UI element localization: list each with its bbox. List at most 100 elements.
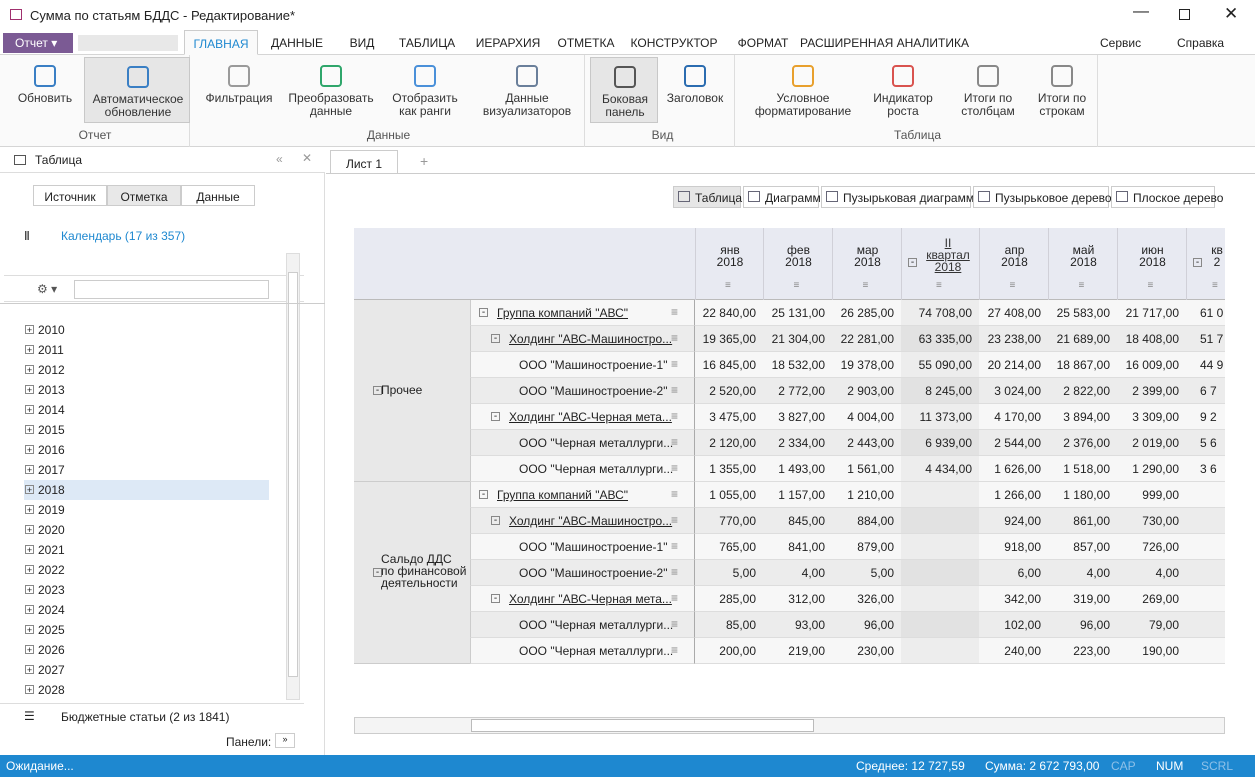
left-panel: ⚙ ▾ ☰ Бюджетные статьи (2 из 1841) Панел… bbox=[0, 173, 325, 755]
close-panel[interactable]: ✕ bbox=[302, 151, 313, 165]
settings-icon[interactable]: ⚙ ▾ bbox=[37, 282, 58, 296]
tree-item[interactable]: +2019 bbox=[24, 500, 269, 520]
sheet-tab[interactable]: Лист 1 bbox=[330, 150, 398, 174]
row-label[interactable]: ООО "Черная металлурги... bbox=[519, 644, 674, 658]
row-label[interactable]: Холдинг "АВС-Машиностро... bbox=[509, 514, 673, 528]
ribbon-button[interactable]: Заголовок bbox=[662, 57, 728, 123]
table-cell: 342,00 bbox=[979, 586, 1048, 612]
tree-item[interactable]: +2025 bbox=[24, 620, 269, 640]
report-menu[interactable]: Отчет ▾ bbox=[3, 33, 73, 53]
menu-tab[interactable]: КОНСТРУКТОР bbox=[630, 36, 718, 50]
table-cell: 861,00 bbox=[1048, 508, 1117, 534]
tree-item[interactable]: +2023 bbox=[24, 580, 269, 600]
table-cell: 4 434,00 bbox=[901, 456, 979, 482]
tree-item[interactable]: +2016 bbox=[24, 440, 269, 460]
scroll-thumb[interactable] bbox=[288, 272, 298, 677]
panel-tab[interactable]: Данные bbox=[181, 185, 255, 206]
menu-tab[interactable]: ФОРМАТ bbox=[737, 36, 789, 50]
ribbon-button[interactable]: Отобразить как ранги bbox=[388, 57, 462, 123]
year-label: 2022 bbox=[38, 563, 65, 577]
ribbon-button[interactable]: Фильтрация bbox=[198, 57, 280, 123]
row-label[interactable]: Группа компаний "АВС" bbox=[497, 488, 629, 502]
row-label[interactable]: Группа компаний "АВС" bbox=[497, 306, 629, 320]
menu-tab[interactable]: ОТМЕТКА bbox=[557, 36, 615, 50]
expand-icon: + bbox=[25, 325, 34, 335]
tree-item[interactable]: +2026 bbox=[24, 640, 269, 660]
dimension[interactable]: Календарь (17 из 357) bbox=[61, 229, 186, 243]
table-cell: 918,00 bbox=[979, 534, 1048, 560]
menu-tab[interactable]: ИЕРАРХИЯ bbox=[475, 36, 541, 50]
view-button[interactable]: Таблица bbox=[673, 186, 742, 208]
panel-tab[interactable]: Источник bbox=[33, 185, 107, 206]
dimension2[interactable]: Бюджетные статьи (2 из 1841) bbox=[61, 710, 230, 724]
table-cell: 726,00 bbox=[1117, 534, 1186, 560]
tree-item[interactable]: +2015 bbox=[24, 420, 269, 440]
ribbon-button[interactable]: Итоги по столбцам bbox=[947, 57, 1029, 123]
row-label[interactable]: ООО "Черная металлурги... bbox=[519, 618, 674, 632]
maximize[interactable] bbox=[1179, 9, 1190, 20]
table-cell: 79,00 bbox=[1117, 612, 1186, 638]
title-bar: Сумма по статьям БДДС - Редактирование* … bbox=[0, 0, 1255, 30]
view-icon bbox=[1116, 191, 1128, 202]
minimize[interactable]: — bbox=[1133, 3, 1149, 20]
row-label[interactable]: ООО "Машиностроение-2" bbox=[519, 566, 668, 580]
table-cell: 1 493,00 bbox=[763, 456, 832, 482]
tree-item[interactable]: +2011 bbox=[24, 340, 269, 360]
row-label[interactable]: ООО "Черная металлурги... bbox=[519, 436, 674, 450]
tree-item[interactable]: +2024 bbox=[24, 600, 269, 620]
tree-item[interactable]: +2018 bbox=[24, 480, 269, 500]
tree-item[interactable]: +2010 bbox=[24, 320, 269, 340]
ribbon-button[interactable]: Индикатор роста bbox=[867, 57, 939, 123]
view-button[interactable]: Пузырьковая диаграмма bbox=[821, 186, 981, 208]
ribbon-button[interactable]: Обновить bbox=[8, 57, 82, 123]
ribbon-button[interactable]: Автоматическое обновление bbox=[84, 57, 190, 123]
tree-item[interactable]: +2017 bbox=[24, 460, 269, 480]
right-menu-item[interactable]: Справка bbox=[1177, 36, 1225, 50]
h-scrollbar[interactable] bbox=[354, 717, 1225, 734]
menu-tab[interactable]: РАСШИРЕННАЯ АНАЛИТИКА bbox=[800, 36, 969, 50]
ribbon-button[interactable]: Боковая панель bbox=[590, 57, 658, 123]
ribbon-button[interactable]: Итоги по строкам bbox=[1029, 57, 1095, 123]
row-label[interactable]: Холдинг "АВС-Машиностро... bbox=[509, 332, 673, 346]
ribbon-button[interactable]: Преобразовать данные bbox=[286, 57, 376, 123]
row-label[interactable]: Холдинг "АВС-Черная мета... bbox=[509, 592, 672, 606]
menu-tab[interactable]: ТАБЛИЦА bbox=[398, 36, 456, 50]
menu-tab[interactable]: ДАННЫЕ bbox=[270, 36, 324, 50]
tree-item[interactable]: +2022 bbox=[24, 560, 269, 580]
menu-tab[interactable]: ВИД bbox=[349, 36, 375, 50]
tree-item[interactable]: +2020 bbox=[24, 520, 269, 540]
table-cell: 20 214,00 bbox=[979, 352, 1048, 378]
h-scroll-thumb[interactable] bbox=[471, 719, 814, 732]
scrollbar[interactable] bbox=[286, 253, 300, 700]
tree-item[interactable]: +2027 bbox=[24, 660, 269, 680]
view-button[interactable]: Пузырьковое дерево bbox=[973, 186, 1112, 208]
search-box[interactable] bbox=[74, 280, 269, 299]
right-menu-item[interactable]: Сервис bbox=[1100, 36, 1142, 50]
tree-item[interactable]: +2028 bbox=[24, 680, 269, 700]
row-label[interactable]: ООО "Машиностроение-1" bbox=[519, 540, 668, 554]
ribbon-icon bbox=[228, 65, 250, 87]
row-label[interactable]: ООО "Машиностроение-2" bbox=[519, 384, 668, 398]
filter-icon: ≡ bbox=[671, 487, 679, 501]
row-label[interactable]: ООО "Черная металлурги... bbox=[519, 462, 674, 476]
close[interactable]: ✕ bbox=[1224, 4, 1239, 23]
panels-button[interactable]: » bbox=[275, 733, 295, 748]
add-sheet[interactable]: + bbox=[420, 153, 429, 169]
table-cell: 730,00 bbox=[1117, 508, 1186, 534]
row-label[interactable]: ООО "Машиностроение-1" bbox=[519, 358, 668, 372]
view-button[interactable]: Диаграмма bbox=[743, 186, 827, 208]
tree-item[interactable]: +2021 bbox=[24, 540, 269, 560]
tree-item[interactable]: +2013 bbox=[24, 380, 269, 400]
collapse[interactable]: « bbox=[276, 152, 283, 166]
table-cell: 26 285,00 bbox=[832, 300, 901, 326]
panel-tab[interactable]: Отметка bbox=[107, 185, 181, 206]
ribbon-button[interactable]: Условное форматирование bbox=[743, 57, 863, 123]
menu-tab[interactable]: ГЛАВНАЯ bbox=[184, 30, 258, 55]
table-cell bbox=[1186, 560, 1225, 586]
view-button[interactable]: Плоское дерево bbox=[1111, 186, 1223, 208]
row-label[interactable]: Холдинг "АВС-Черная мета... bbox=[509, 410, 672, 424]
ribbon-button[interactable]: Данные визуализаторов bbox=[472, 57, 582, 123]
tree-item[interactable]: +2014 bbox=[24, 400, 269, 420]
table-cell bbox=[901, 482, 979, 508]
tree-item[interactable]: +2012 bbox=[24, 360, 269, 380]
